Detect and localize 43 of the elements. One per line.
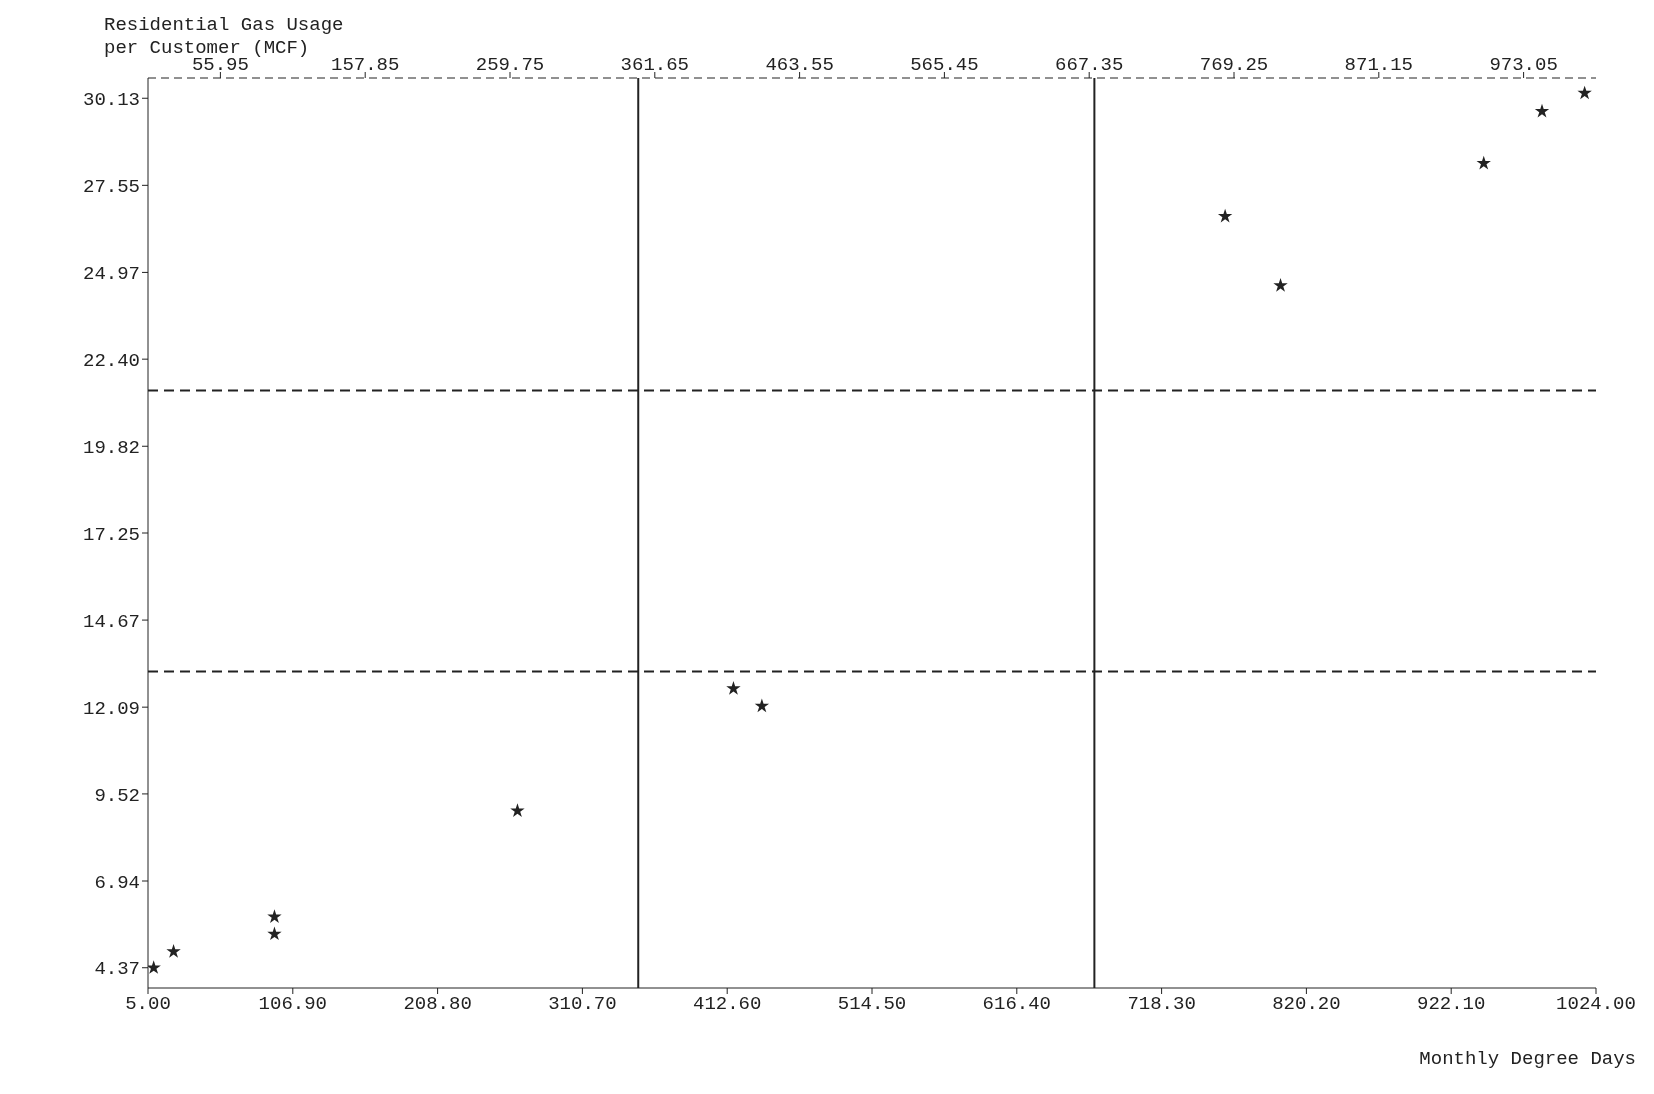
y-tick-label: 6.94 bbox=[94, 871, 140, 894]
x2-tick-label: 973.05 bbox=[1489, 54, 1558, 76]
y-tick-label: 30.13 bbox=[82, 89, 140, 111]
point bbox=[148, 960, 161, 974]
y-tick-label: 22.40 bbox=[82, 349, 140, 372]
x-tick-label: 310.70 bbox=[548, 993, 617, 1016]
y-tick-label: 24.97 bbox=[82, 263, 140, 286]
y-tick-label: 27.55 bbox=[82, 176, 140, 199]
x2-tick-label: 361.65 bbox=[620, 54, 690, 76]
y-tick-label: 14.67 bbox=[82, 610, 140, 633]
point bbox=[754, 698, 770, 713]
x-tick-label: 208.80 bbox=[403, 993, 472, 1016]
x2-tick-label: 769.25 bbox=[1199, 54, 1269, 76]
point bbox=[1577, 85, 1592, 100]
x-tick-label: 616.40 bbox=[982, 993, 1052, 1016]
x-tick-label: 5.00 bbox=[125, 993, 171, 1016]
point bbox=[166, 944, 181, 958]
x2-tick-label: 259.75 bbox=[475, 54, 545, 76]
x-tick-label: 1024.00 bbox=[1556, 993, 1636, 1016]
y-tick-label: 12.09 bbox=[82, 697, 140, 720]
point bbox=[267, 909, 282, 923]
x2-tick-label: 463.55 bbox=[765, 54, 834, 76]
x-tick-label: 820.20 bbox=[1272, 993, 1341, 1016]
x2-tick-label: 871.15 bbox=[1344, 54, 1414, 76]
x-tick-label: 412.60 bbox=[692, 993, 762, 1016]
point bbox=[267, 926, 282, 941]
x-tick-label: 514.50 bbox=[837, 993, 907, 1016]
x-tick-label: 922.10 bbox=[1416, 993, 1486, 1016]
x-axis-title: Monthly Degree Days bbox=[1419, 1048, 1636, 1070]
point bbox=[726, 681, 741, 695]
y-tick-label: 19.82 bbox=[82, 437, 140, 459]
x-tick-label: 106.90 bbox=[258, 993, 328, 1016]
x2-tick-label: 667.35 bbox=[1054, 54, 1124, 76]
x2-tick-label: 565.45 bbox=[910, 54, 979, 76]
y-tick-label: 9.52 bbox=[94, 784, 140, 807]
point bbox=[1534, 103, 1550, 118]
point bbox=[510, 803, 525, 817]
x-tick-label: 718.30 bbox=[1127, 993, 1196, 1016]
point bbox=[1217, 208, 1233, 223]
y-tick-label: 4.37 bbox=[94, 958, 140, 981]
point bbox=[1476, 155, 1491, 170]
y-tick-label: 17.25 bbox=[82, 523, 140, 546]
point bbox=[1273, 278, 1288, 292]
